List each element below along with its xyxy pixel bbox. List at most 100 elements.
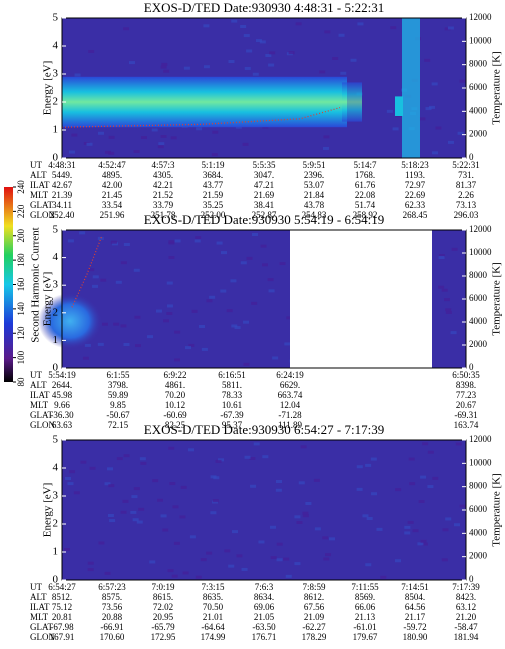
spectrogram-noise — [339, 34, 345, 37]
spectrogram-noise — [163, 319, 169, 322]
spectrogram-noise — [371, 492, 377, 495]
spectrogram-noise — [185, 346, 191, 349]
spectrogram-noise — [109, 136, 115, 139]
table-cell: 6:50:35 — [452, 370, 480, 380]
y2-axis-label: Temperature [K] — [491, 262, 503, 335]
spectrogram-noise — [444, 298, 450, 301]
y2-tick-label: 6000 — [469, 504, 488, 514]
spectrogram-noise — [129, 61, 135, 64]
y-tick-label: 5 — [53, 12, 59, 24]
y2-tick-label: 2000 — [469, 339, 488, 349]
spectrogram-noise — [365, 563, 371, 566]
spectrogram-noise — [161, 135, 167, 138]
spectrogram-noise — [190, 535, 196, 538]
spectrogram-noise — [228, 565, 234, 568]
table-cell: 167.91 — [50, 632, 75, 642]
table-cell: -71.28 — [278, 410, 302, 420]
table-cell: 21.69 — [254, 190, 275, 200]
spectrogram — [62, 440, 466, 580]
table-cell: 66.06 — [355, 602, 376, 612]
spectrogram-noise — [362, 514, 368, 517]
table-cell: -61.01 — [353, 622, 376, 632]
spectrogram-noise — [305, 502, 311, 505]
table-cell: -67.39 — [220, 410, 244, 420]
spectrogram-noise — [167, 304, 173, 307]
table-cell: 2644. — [52, 380, 72, 390]
table-row-label: UT — [30, 582, 42, 592]
spectrogram-noise — [174, 331, 180, 334]
spectrogram-noise — [250, 485, 256, 488]
spectrogram-noise — [111, 241, 117, 244]
spectrogram-noise — [395, 488, 401, 491]
table-cell: 8635. — [203, 592, 223, 602]
spectrogram-noise — [120, 324, 126, 327]
table-cell: 12.04 — [280, 400, 301, 410]
table-cell: 6:1:55 — [106, 370, 130, 380]
table-cell: 64.56 — [405, 602, 426, 612]
spectrogram-noise — [140, 462, 146, 465]
spectrogram-noise — [124, 454, 130, 457]
table-row-label: ILAT — [30, 602, 50, 612]
table-cell: 21.09 — [304, 612, 325, 622]
spectrogram-noise — [340, 72, 346, 75]
table-cell: 6:16:51 — [218, 370, 246, 380]
spectrogram-noise — [432, 82, 438, 85]
spectrogram-noise — [138, 508, 144, 511]
spectrogram-noise — [117, 457, 123, 460]
spectrogram-noise — [210, 511, 216, 514]
spectrogram-noise — [442, 528, 448, 531]
spectrogram-noise — [108, 152, 114, 155]
table-cell: 7:6:3 — [255, 582, 274, 592]
spectrogram-noise — [380, 576, 386, 579]
spectrogram-noise — [231, 324, 237, 327]
spectrogram-noise — [212, 153, 218, 156]
table-cell: 42.00 — [102, 180, 123, 190]
table-row-label: ALT — [30, 380, 47, 390]
spectrogram-noise — [442, 289, 448, 292]
spectrogram-noise — [157, 499, 163, 502]
table-cell: 3798. — [108, 380, 128, 390]
spectrogram-noise — [212, 131, 218, 134]
table-cell: 63.12 — [456, 602, 476, 612]
spectrogram-noise — [429, 106, 435, 109]
table-cell: 21.52 — [153, 190, 173, 200]
spectrogram-noise — [262, 263, 268, 266]
spectrogram-noise — [195, 236, 201, 239]
spectrogram-noise — [357, 488, 363, 491]
spectrogram-noise — [134, 316, 140, 319]
spectrogram-noise — [432, 151, 438, 154]
spectrogram-noise — [270, 526, 276, 529]
y-tick-label: 5 — [53, 224, 59, 236]
table-cell: 21.17 — [405, 612, 426, 622]
spectrogram-noise — [245, 67, 251, 70]
spectrogram-noise — [199, 325, 205, 328]
table-cell: 7:11:55 — [351, 582, 379, 592]
spectrogram-noise — [141, 136, 147, 139]
table-cell: 5:14:7 — [353, 160, 377, 170]
spectrogram-noise — [428, 451, 434, 454]
y2-axis-label: Temperature [K] — [491, 473, 503, 546]
spectrogram-noise — [69, 470, 75, 473]
spectrogram-noise — [93, 275, 99, 278]
spectrogram-noise — [404, 526, 410, 529]
spectrogram-noise — [419, 117, 425, 120]
spectrogram-noise — [296, 22, 302, 25]
y2-tick-label: 8000 — [469, 481, 488, 491]
table-cell: 6:57:23 — [98, 582, 126, 592]
spectrogram-noise — [216, 460, 222, 463]
table-cell: 73.13 — [456, 200, 477, 210]
table-cell: 38.41 — [254, 200, 274, 210]
spectrogram-noise — [167, 282, 173, 285]
spectrogram-noise — [283, 558, 289, 561]
spectrogram-noise — [204, 65, 210, 68]
table-row-label: GLAT — [30, 200, 53, 210]
table-cell: 5:1:19 — [201, 160, 225, 170]
y2-tick-label: 4000 — [469, 527, 488, 537]
spectrogram-noise — [109, 519, 115, 522]
table-cell: 59.89 — [108, 390, 129, 400]
table-cell: 42.67 — [52, 180, 73, 190]
spectrogram-noise — [459, 80, 465, 83]
spectrogram-noise — [161, 66, 167, 69]
spectrogram-noise — [71, 134, 77, 137]
spectrogram-noise — [236, 554, 242, 557]
